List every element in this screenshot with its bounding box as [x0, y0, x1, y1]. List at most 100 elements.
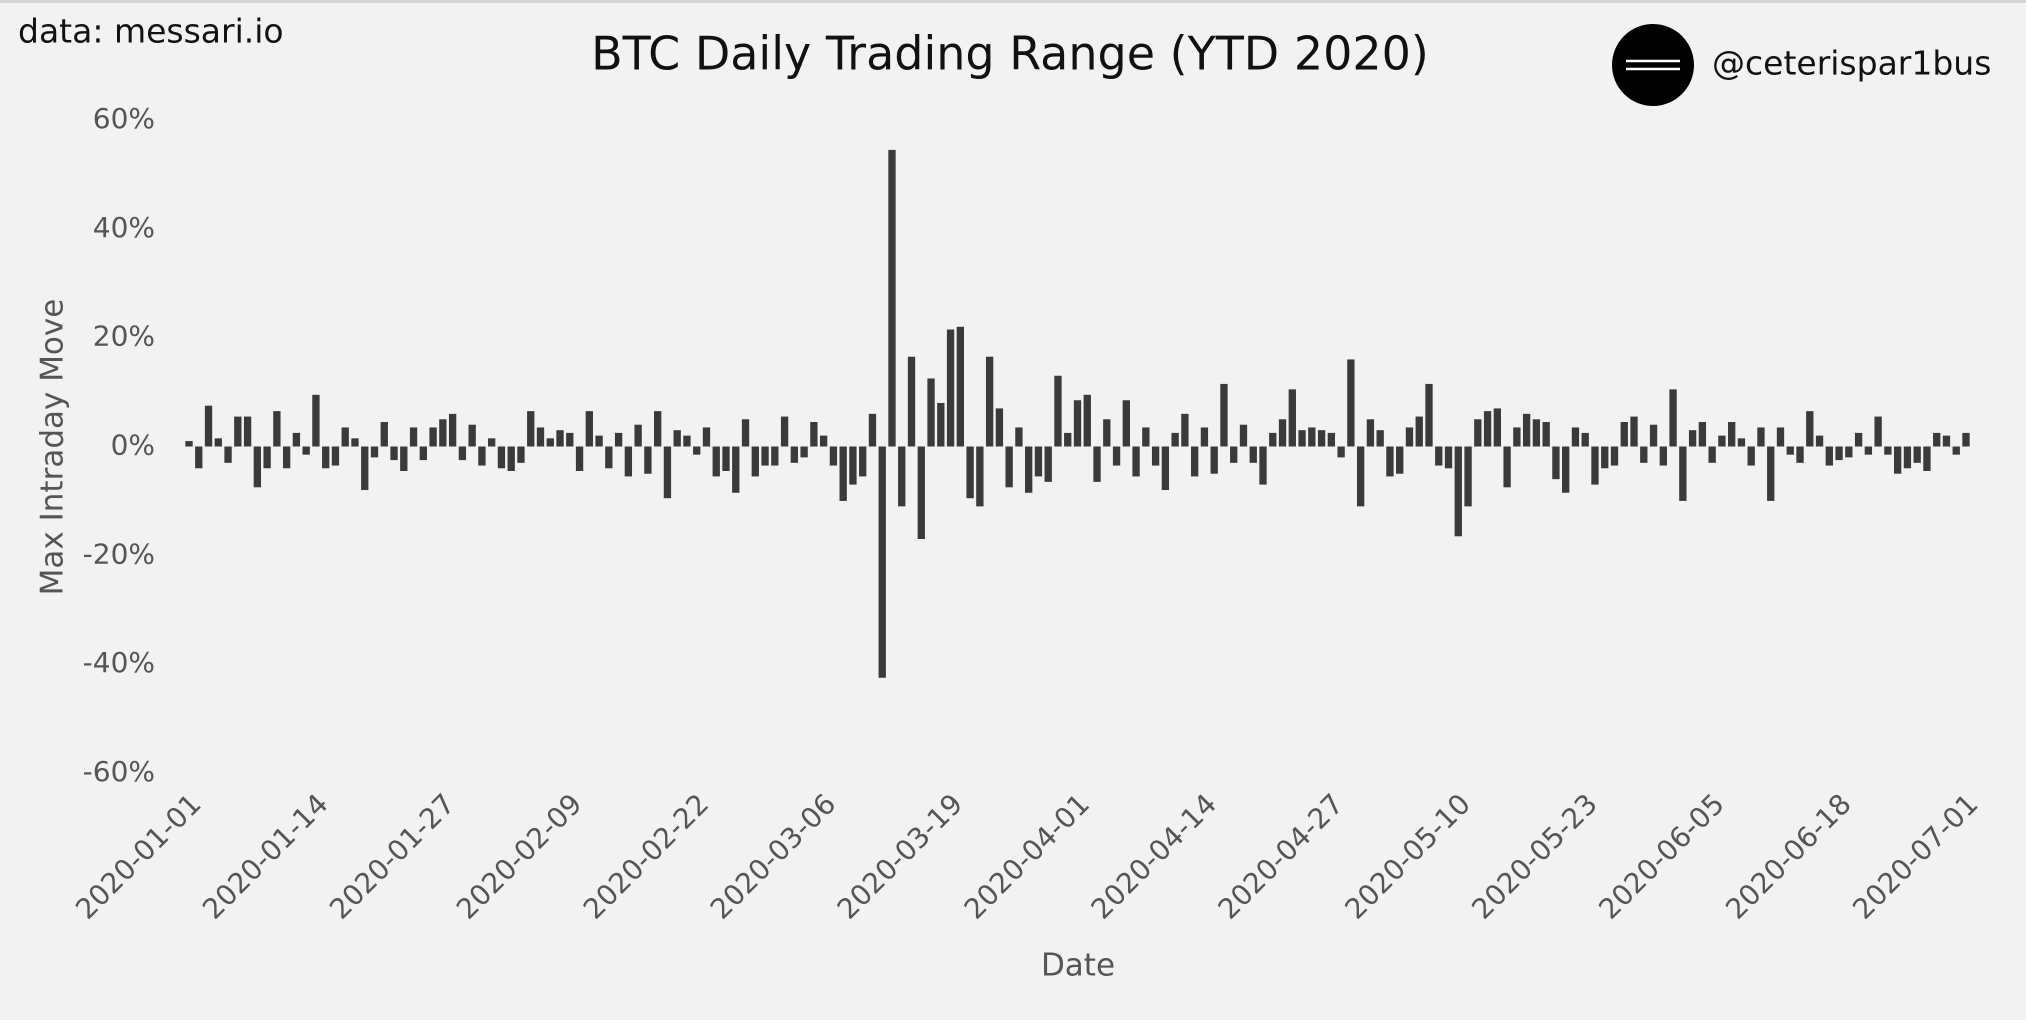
bar [976, 446, 984, 507]
bar [1376, 430, 1384, 447]
bar [1640, 446, 1648, 463]
y-tick-label: 60% [93, 102, 155, 135]
bar [917, 446, 925, 540]
y-tick-label: 0% [111, 429, 155, 462]
bar [946, 329, 955, 447]
bar [1142, 427, 1150, 447]
bar [956, 326, 964, 447]
bar [1542, 422, 1550, 447]
bar [331, 446, 340, 466]
bar [1581, 432, 1589, 447]
bar [1767, 446, 1775, 501]
bar [243, 416, 252, 447]
y-tick-label: -20% [83, 537, 155, 570]
bar [1386, 446, 1394, 477]
bar [1679, 446, 1687, 501]
bar [1776, 427, 1785, 447]
bar [898, 446, 906, 507]
bar [1171, 432, 1179, 447]
bar [448, 413, 457, 447]
bar [1854, 432, 1863, 447]
bar [653, 411, 662, 447]
y-axis-label: Max Intraday Move [35, 299, 71, 596]
bar [1025, 446, 1033, 493]
bar [1649, 424, 1658, 447]
bar [1308, 427, 1316, 447]
bar [1513, 427, 1521, 447]
bar [712, 446, 720, 477]
handle: @ceterispar1bus [1712, 44, 1991, 83]
bar [878, 446, 886, 678]
bar [693, 446, 701, 455]
bar [1825, 446, 1833, 466]
bar [1269, 432, 1277, 447]
bar [575, 446, 584, 471]
bar [488, 438, 496, 447]
y-tick-label: -60% [83, 755, 155, 788]
bar [253, 446, 262, 488]
bar [1356, 446, 1365, 507]
bar [322, 446, 330, 469]
bar [390, 446, 398, 461]
bar [966, 446, 974, 499]
bar [195, 446, 203, 469]
bar [536, 427, 545, 447]
bar [409, 427, 418, 447]
bar [1952, 446, 1960, 455]
bar [380, 422, 388, 447]
bar [556, 430, 564, 447]
bar [1181, 413, 1189, 447]
bar [1464, 446, 1472, 507]
bar [595, 435, 603, 447]
bar [1669, 389, 1677, 447]
bar [497, 446, 506, 469]
bar [204, 405, 213, 447]
bar [1806, 411, 1814, 447]
bar [1230, 446, 1238, 463]
bar [478, 446, 486, 466]
bar [771, 446, 779, 466]
bar [1210, 446, 1218, 474]
bar [263, 446, 271, 469]
bar [1562, 446, 1570, 493]
bar [312, 394, 320, 447]
bar [302, 446, 310, 455]
bar [1474, 419, 1482, 447]
bar [1913, 446, 1921, 463]
bar [439, 419, 447, 447]
bar [1191, 446, 1199, 477]
bar [1630, 416, 1638, 447]
x-axis-label: Date [1041, 948, 1115, 984]
bar [1103, 419, 1111, 447]
bar [829, 446, 838, 466]
bar [1005, 446, 1013, 488]
bar [859, 446, 867, 477]
bar [1064, 432, 1072, 447]
bar [1933, 432, 1941, 447]
bar [1415, 416, 1423, 447]
bar [1132, 446, 1140, 477]
bar [819, 435, 828, 447]
bar [507, 446, 515, 471]
bar [1942, 435, 1951, 447]
bar [790, 446, 799, 463]
bar [1796, 446, 1804, 463]
bar [1874, 416, 1882, 447]
bar [1532, 419, 1541, 447]
bar [1259, 446, 1267, 485]
bar [1620, 422, 1628, 447]
bar [868, 413, 877, 447]
bar [1366, 419, 1375, 447]
bar [1522, 413, 1531, 447]
bar [985, 356, 994, 447]
bar [1552, 446, 1560, 480]
bar [1708, 446, 1716, 463]
bar [1610, 446, 1619, 466]
y-tick-label: 20% [93, 320, 155, 353]
bar [1317, 430, 1326, 447]
bar [1903, 446, 1912, 469]
bar [1698, 422, 1707, 447]
bar [351, 438, 359, 447]
bar [341, 427, 349, 447]
